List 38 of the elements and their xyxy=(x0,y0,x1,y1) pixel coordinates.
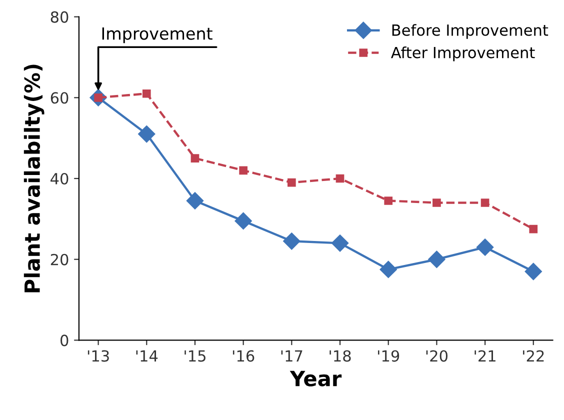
y-tick-label: 80 xyxy=(50,11,68,23)
legend-label: Before Improvement xyxy=(392,24,548,39)
x-tick-label: '22 xyxy=(523,350,544,362)
y-tick-label: 0 xyxy=(60,334,68,346)
point xyxy=(428,250,446,268)
x-tick-label: '16 xyxy=(232,350,254,362)
x-axis-title: Year xyxy=(290,370,342,386)
y-axis-title: Plant availabilty(%) xyxy=(24,64,44,292)
point xyxy=(142,89,151,98)
x-tick-label: '14 xyxy=(136,350,158,362)
point xyxy=(380,260,397,278)
point xyxy=(239,166,248,175)
point xyxy=(480,198,490,207)
y-tick-label: 40 xyxy=(50,172,68,185)
x-tick-label: '17 xyxy=(281,350,302,362)
y-tick-label: 20 xyxy=(50,254,68,266)
x-tick-label: '21 xyxy=(474,350,496,362)
point xyxy=(336,174,344,183)
legend-label: After Improvement xyxy=(390,46,535,62)
point xyxy=(186,192,204,210)
point xyxy=(524,262,542,280)
point xyxy=(432,198,441,207)
x-tick-label: '20 xyxy=(426,350,448,362)
y-tick-label: 60 xyxy=(50,92,68,104)
x-tick-label: '19 xyxy=(378,350,400,362)
point xyxy=(234,212,252,230)
point xyxy=(190,154,200,162)
point xyxy=(384,196,393,205)
x-tick-label: '13 xyxy=(88,350,109,362)
point xyxy=(331,234,349,252)
point xyxy=(529,224,538,234)
point xyxy=(138,125,156,143)
annotation: Improvement xyxy=(102,27,212,44)
point xyxy=(476,238,494,256)
point xyxy=(283,232,300,250)
point xyxy=(288,178,296,187)
x-tick-label: '18 xyxy=(330,350,351,362)
x-tick-label: '15 xyxy=(184,350,206,362)
